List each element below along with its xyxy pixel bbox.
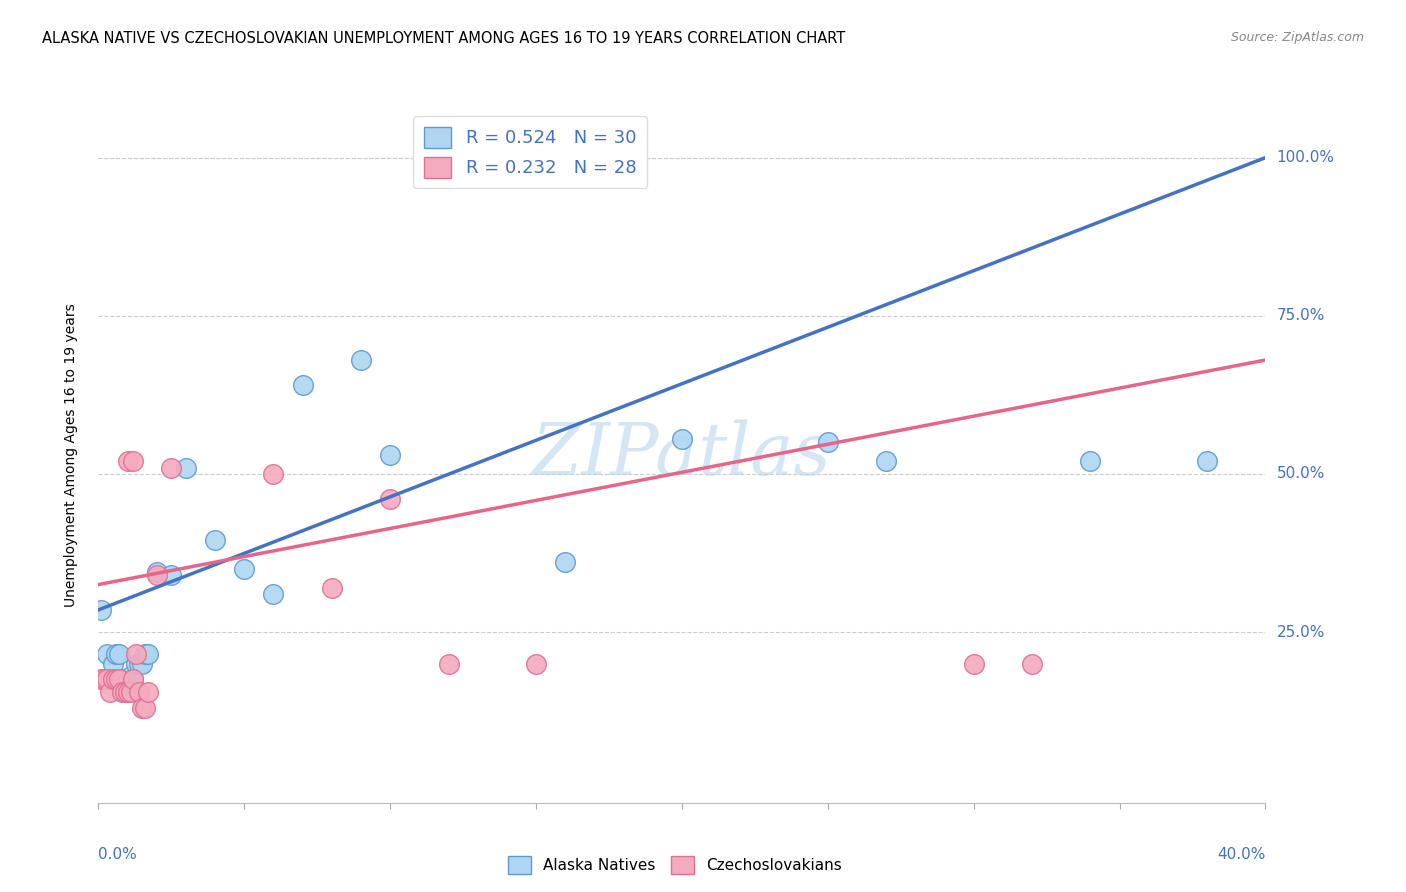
Point	[233, 562, 256, 576]
Legend: R = 0.524   N = 30, R = 0.232   N = 28: R = 0.524 N = 30, R = 0.232 N = 28	[413, 116, 647, 188]
Point	[111, 673, 134, 687]
Point	[128, 657, 150, 671]
Point	[117, 454, 139, 468]
Point	[160, 568, 183, 582]
Point	[114, 685, 136, 699]
Point	[146, 568, 169, 582]
Point	[128, 685, 150, 699]
Point	[104, 673, 127, 687]
Point	[1080, 454, 1102, 468]
Point	[114, 685, 136, 699]
Point	[122, 454, 145, 468]
Point	[204, 533, 226, 548]
Point	[104, 647, 127, 661]
Point	[96, 647, 118, 661]
Point	[98, 685, 121, 699]
Point	[262, 467, 284, 481]
Point	[131, 657, 153, 671]
Point	[111, 685, 134, 699]
Point	[378, 492, 402, 507]
Point	[117, 685, 139, 699]
Text: 40.0%: 40.0%	[1218, 847, 1265, 863]
Point	[101, 673, 124, 687]
Point	[136, 685, 159, 699]
Point	[90, 673, 112, 687]
Text: 0.0%: 0.0%	[98, 847, 138, 863]
Point	[125, 657, 148, 671]
Text: 50.0%: 50.0%	[1277, 467, 1324, 482]
Point	[875, 454, 897, 468]
Point	[174, 460, 197, 475]
Point	[108, 673, 131, 687]
Point	[120, 669, 142, 683]
Point	[90, 603, 112, 617]
Point	[136, 647, 159, 661]
Point	[134, 701, 156, 715]
Point	[120, 685, 142, 699]
Point	[817, 435, 839, 450]
Point	[108, 647, 131, 661]
Point	[524, 657, 547, 671]
Point	[93, 673, 115, 687]
Text: ALASKA NATIVE VS CZECHOSLOVAKIAN UNEMPLOYMENT AMONG AGES 16 TO 19 YEARS CORRELAT: ALASKA NATIVE VS CZECHOSLOVAKIAN UNEMPLO…	[42, 31, 845, 46]
Point	[962, 657, 984, 671]
Point	[101, 657, 124, 671]
Point	[291, 378, 314, 392]
Text: ZIPatlas: ZIPatlas	[531, 419, 832, 491]
Point	[554, 556, 576, 570]
Text: 75.0%: 75.0%	[1277, 309, 1324, 323]
Point	[437, 657, 460, 671]
Text: 25.0%: 25.0%	[1277, 624, 1324, 640]
Point	[122, 673, 145, 687]
Point	[122, 673, 145, 687]
Point	[160, 460, 183, 475]
Legend: Alaska Natives, Czechoslovakians: Alaska Natives, Czechoslovakians	[502, 850, 848, 880]
Point	[96, 673, 118, 687]
Point	[1195, 454, 1218, 468]
Point	[131, 701, 153, 715]
Point	[134, 647, 156, 661]
Point	[262, 587, 284, 601]
Point	[1021, 657, 1043, 671]
Text: 100.0%: 100.0%	[1277, 150, 1334, 165]
Point	[321, 581, 343, 595]
Point	[146, 565, 169, 579]
Point	[117, 685, 139, 699]
Point	[378, 448, 402, 462]
Point	[125, 647, 148, 661]
Text: Source: ZipAtlas.com: Source: ZipAtlas.com	[1230, 31, 1364, 45]
Point	[671, 432, 693, 446]
Y-axis label: Unemployment Among Ages 16 to 19 years: Unemployment Among Ages 16 to 19 years	[63, 303, 77, 607]
Point	[350, 353, 373, 368]
